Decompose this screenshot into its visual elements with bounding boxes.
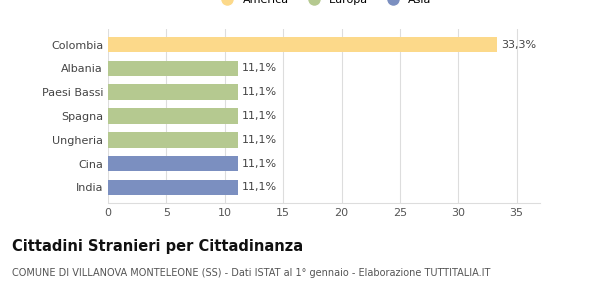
Text: 11,1%: 11,1% <box>242 111 277 121</box>
Text: COMUNE DI VILLANOVA MONTELEONE (SS) - Dati ISTAT al 1° gennaio - Elaborazione TU: COMUNE DI VILLANOVA MONTELEONE (SS) - Da… <box>12 268 490 278</box>
Bar <box>108 37 497 52</box>
Text: 11,1%: 11,1% <box>242 159 277 168</box>
Text: 11,1%: 11,1% <box>242 135 277 145</box>
Bar <box>108 156 238 171</box>
Legend: America, Europa, Asia: America, Europa, Asia <box>212 0 436 10</box>
Text: 11,1%: 11,1% <box>242 182 277 192</box>
Text: 33,3%: 33,3% <box>502 40 536 50</box>
Text: 11,1%: 11,1% <box>242 87 277 97</box>
Bar <box>108 132 238 148</box>
Bar <box>108 61 238 76</box>
Text: Cittadini Stranieri per Cittadinanza: Cittadini Stranieri per Cittadinanza <box>12 239 303 254</box>
Bar <box>108 108 238 124</box>
Text: 11,1%: 11,1% <box>242 64 277 73</box>
Bar <box>108 180 238 195</box>
Bar <box>108 84 238 100</box>
